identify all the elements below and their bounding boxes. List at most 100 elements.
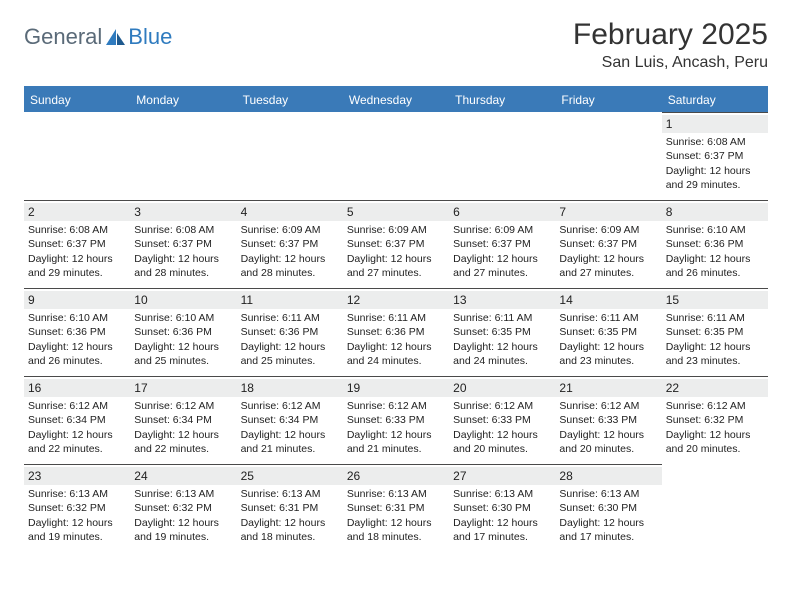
day-cell: 23Sunrise: 6:13 AMSunset: 6:32 PMDayligh… <box>24 464 130 552</box>
day-number: 22 <box>662 379 768 397</box>
weekday-header: Saturday <box>662 88 768 112</box>
day-cell: 5Sunrise: 6:09 AMSunset: 6:37 PMDaylight… <box>343 200 449 288</box>
day-number: 8 <box>662 203 768 221</box>
sunset-line: Sunset: 6:31 PM <box>347 501 445 515</box>
day-number: 1 <box>662 115 768 133</box>
daylight-line: Daylight: 12 hours and 28 minutes. <box>241 252 339 280</box>
daylight-line: Daylight: 12 hours and 20 minutes. <box>453 428 551 456</box>
daylight-line: Daylight: 12 hours and 29 minutes. <box>666 164 764 192</box>
sunrise-line: Sunrise: 6:11 AM <box>453 311 551 325</box>
sunrise-line: Sunrise: 6:11 AM <box>241 311 339 325</box>
sunset-line: Sunset: 6:34 PM <box>28 413 126 427</box>
sunrise-line: Sunrise: 6:08 AM <box>666 135 764 149</box>
sunset-line: Sunset: 6:34 PM <box>134 413 232 427</box>
sunset-line: Sunset: 6:33 PM <box>347 413 445 427</box>
daylight-line: Daylight: 12 hours and 27 minutes. <box>453 252 551 280</box>
sunset-line: Sunset: 6:37 PM <box>347 237 445 251</box>
sunrise-line: Sunrise: 6:13 AM <box>347 487 445 501</box>
weekday-header: Sunday <box>24 88 130 112</box>
day-number: 2 <box>24 203 130 221</box>
sunset-line: Sunset: 6:33 PM <box>559 413 657 427</box>
day-cell: 10Sunrise: 6:10 AMSunset: 6:36 PMDayligh… <box>130 288 236 376</box>
daylight-line: Daylight: 12 hours and 19 minutes. <box>134 516 232 544</box>
day-cell: 28 Sunrise: 6:13 AMSunset: 6:30 PMDayligh… <box>555 464 661 552</box>
month-title: February 2025 <box>573 18 768 52</box>
title-block: February 2025 San Luis, Ancash, Peru <box>573 18 768 72</box>
sunrise-line: Sunrise: 6:09 AM <box>241 223 339 237</box>
day-cell: 13Sunrise: 6:11 AMSunset: 6:35 PMDayligh… <box>449 288 555 376</box>
day-number: 9 <box>24 291 130 309</box>
sunset-line: Sunset: 6:33 PM <box>453 413 551 427</box>
weekday-header: Wednesday <box>343 88 449 112</box>
daylight-line: Daylight: 12 hours and 17 minutes. <box>453 516 551 544</box>
day-number: 3 <box>130 203 236 221</box>
sunrise-line: Sunrise: 6:11 AM <box>559 311 657 325</box>
empty-cell <box>343 112 449 200</box>
day-cell: 11 Sunrise: 6:11 AMSunset: 6:36 PMDayligh… <box>237 288 343 376</box>
sunrise-line: Sunrise: 6:13 AM <box>559 487 657 501</box>
day-number: 4 <box>237 203 343 221</box>
weekday-header: Thursday <box>449 88 555 112</box>
sunset-line: Sunset: 6:36 PM <box>666 237 764 251</box>
logo-sail-icon <box>106 29 126 45</box>
day-cell: 20Sunrise: 6:12 AMSunset: 6:33 PMDayligh… <box>449 376 555 464</box>
daylight-line: Daylight: 12 hours and 17 minutes. <box>559 516 657 544</box>
day-number: 25 <box>237 467 343 485</box>
empty-cell <box>555 112 661 200</box>
day-cell: 22Sunrise: 6:12 AMSunset: 6:32 PMDayligh… <box>662 376 768 464</box>
daylight-line: Daylight: 12 hours and 23 minutes. <box>559 340 657 368</box>
day-cell: 2Sunrise: 6:08 AMSunset: 6:37 PMDaylight… <box>24 200 130 288</box>
daylight-line: Daylight: 12 hours and 27 minutes. <box>347 252 445 280</box>
day-number: 28 <box>555 467 661 485</box>
sunrise-line: Sunrise: 6:13 AM <box>453 487 551 501</box>
sunset-line: Sunset: 6:37 PM <box>134 237 232 251</box>
sunset-line: Sunset: 6:36 PM <box>134 325 232 339</box>
empty-cell <box>130 112 236 200</box>
sunset-line: Sunset: 6:37 PM <box>453 237 551 251</box>
daylight-line: Daylight: 12 hours and 24 minutes. <box>453 340 551 368</box>
day-number: 17 <box>130 379 236 397</box>
daylight-line: Daylight: 12 hours and 23 minutes. <box>666 340 764 368</box>
sunrise-line: Sunrise: 6:12 AM <box>453 399 551 413</box>
day-number: 18 <box>237 379 343 397</box>
sunrise-line: Sunrise: 6:12 AM <box>559 399 657 413</box>
sunrise-line: Sunrise: 6:11 AM <box>347 311 445 325</box>
logo-text-blue: Blue <box>128 24 172 50</box>
empty-cell <box>449 112 555 200</box>
sunset-line: Sunset: 6:36 PM <box>241 325 339 339</box>
sunrise-line: Sunrise: 6:10 AM <box>28 311 126 325</box>
day-number: 13 <box>449 291 555 309</box>
sunset-line: Sunset: 6:32 PM <box>134 501 232 515</box>
daylight-line: Daylight: 12 hours and 18 minutes. <box>241 516 339 544</box>
day-number: 5 <box>343 203 449 221</box>
sunset-line: Sunset: 6:36 PM <box>347 325 445 339</box>
sunset-line: Sunset: 6:30 PM <box>559 501 657 515</box>
day-cell: 19Sunrise: 6:12 AMSunset: 6:33 PMDayligh… <box>343 376 449 464</box>
day-number: 14 <box>555 291 661 309</box>
sunset-line: Sunset: 6:36 PM <box>28 325 126 339</box>
day-number: 15 <box>662 291 768 309</box>
daylight-line: Daylight: 12 hours and 24 minutes. <box>347 340 445 368</box>
sunrise-line: Sunrise: 6:11 AM <box>666 311 764 325</box>
logo: General Blue <box>24 18 172 50</box>
daylight-line: Daylight: 12 hours and 28 minutes. <box>134 252 232 280</box>
day-number: 21 <box>555 379 661 397</box>
sunrise-line: Sunrise: 6:12 AM <box>28 399 126 413</box>
day-number: 10 <box>130 291 236 309</box>
calendar-grid: SundayMondayTuesdayWednesdayThursdayFrid… <box>24 86 768 552</box>
day-number: 11 <box>237 291 343 309</box>
daylight-line: Daylight: 12 hours and 25 minutes. <box>241 340 339 368</box>
daylight-line: Daylight: 12 hours and 20 minutes. <box>666 428 764 456</box>
daylight-line: Daylight: 12 hours and 26 minutes. <box>28 340 126 368</box>
day-number: 7 <box>555 203 661 221</box>
sunrise-line: Sunrise: 6:08 AM <box>28 223 126 237</box>
sunrise-line: Sunrise: 6:13 AM <box>28 487 126 501</box>
day-cell: 18Sunrise: 6:12 AMSunset: 6:34 PMDayligh… <box>237 376 343 464</box>
daylight-line: Daylight: 12 hours and 20 minutes. <box>559 428 657 456</box>
daylight-line: Daylight: 12 hours and 27 minutes. <box>559 252 657 280</box>
day-cell: 1Sunrise: 6:08 AMSunset: 6:37 PMDaylight… <box>662 112 768 200</box>
empty-cell <box>24 112 130 200</box>
daylight-line: Daylight: 12 hours and 22 minutes. <box>134 428 232 456</box>
day-cell: 25Sunrise: 6:13 AMSunset: 6:31 PMDayligh… <box>237 464 343 552</box>
sunset-line: Sunset: 6:34 PM <box>241 413 339 427</box>
